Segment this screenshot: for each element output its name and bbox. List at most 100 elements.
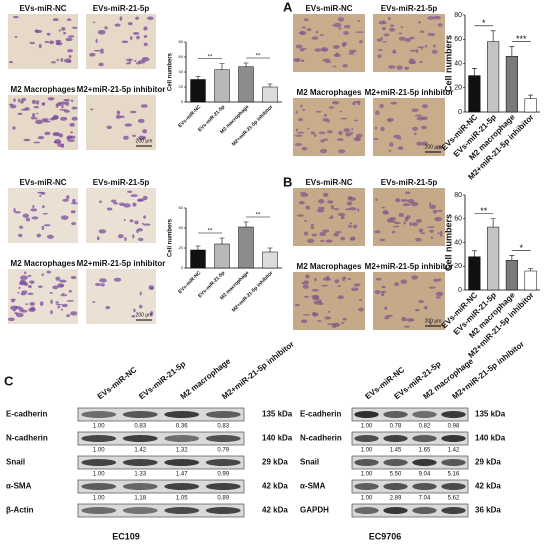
cell — [373, 138, 379, 141]
cell — [374, 110, 380, 116]
cell — [137, 237, 144, 242]
cell — [403, 221, 406, 225]
cell — [314, 277, 317, 282]
band-quantification: 1.00 — [361, 496, 373, 502]
bar — [190, 249, 206, 269]
cell — [98, 62, 104, 67]
cell — [395, 198, 401, 203]
cell — [300, 319, 308, 324]
cell — [67, 139, 76, 142]
cell — [46, 234, 54, 239]
cell — [340, 236, 346, 241]
band — [81, 459, 117, 466]
cell — [315, 30, 319, 34]
cell — [340, 322, 345, 324]
band-quantification: 1.00 — [93, 448, 105, 454]
cell — [89, 52, 96, 57]
cell — [388, 149, 392, 152]
cell — [93, 49, 102, 52]
band — [81, 507, 117, 514]
bar — [214, 243, 230, 269]
cell — [30, 208, 38, 212]
band — [383, 435, 408, 442]
cell — [300, 104, 303, 108]
cell — [303, 18, 309, 22]
band-quantification: 5.62 — [448, 496, 460, 502]
cell — [378, 20, 385, 25]
cell — [143, 26, 148, 31]
band — [441, 459, 466, 466]
panel-label: A — [283, 0, 293, 14]
cell — [18, 233, 23, 238]
cell — [313, 133, 317, 138]
cell — [71, 106, 78, 110]
y-tick-label: 60 — [454, 216, 462, 223]
cell — [357, 208, 360, 212]
cell — [348, 197, 357, 201]
cell — [311, 233, 317, 237]
band — [441, 483, 466, 490]
image-label: EVs-miR-NC — [305, 178, 352, 187]
significance-label: ** — [480, 206, 488, 216]
cell — [293, 57, 301, 62]
cell — [70, 311, 78, 316]
band — [122, 507, 158, 514]
cell — [341, 41, 348, 46]
cell — [65, 101, 70, 106]
y-tick-label: 20 — [179, 245, 184, 250]
y-tick-label: 40 — [454, 60, 462, 67]
blot-strip — [351, 479, 469, 494]
cell — [70, 131, 74, 134]
panel-label: C — [4, 373, 14, 388]
cell — [137, 118, 145, 123]
cell — [123, 135, 129, 140]
cell — [429, 229, 434, 233]
cell — [383, 33, 390, 37]
cell — [337, 17, 345, 22]
band — [122, 459, 158, 466]
band-quantification: 0.78 — [390, 424, 402, 430]
cell — [340, 215, 345, 220]
cell — [353, 119, 358, 122]
cell — [130, 110, 137, 114]
band-quantification: 9.04 — [419, 472, 431, 478]
cell — [115, 114, 122, 119]
molecular-weight: 29 kDa — [262, 458, 288, 467]
cell — [49, 117, 56, 121]
x-tick-label: M2+miR-21-5p inhibitor — [231, 104, 274, 147]
cell — [71, 116, 78, 121]
cell — [37, 285, 43, 289]
cell — [58, 101, 67, 105]
cell — [136, 35, 140, 40]
cell — [143, 42, 148, 47]
cell — [143, 223, 151, 226]
cell — [14, 36, 18, 38]
cell — [33, 106, 40, 109]
cell — [14, 211, 21, 214]
cell — [388, 27, 396, 32]
band — [383, 459, 408, 466]
bar — [468, 75, 481, 113]
cell — [387, 17, 391, 21]
cell — [374, 290, 381, 295]
error-bar — [243, 62, 249, 67]
y-tick-label: 60 — [179, 54, 184, 59]
cell — [310, 131, 315, 135]
cell — [39, 301, 44, 306]
cell — [392, 225, 400, 228]
cell — [319, 302, 324, 306]
scale-bar-label: 200 μm — [136, 138, 153, 144]
band — [354, 435, 379, 442]
x-tick-label: M2+miR-21-5p inhibitor — [231, 270, 274, 313]
cell — [132, 134, 136, 137]
cell — [428, 286, 436, 289]
cell — [29, 41, 36, 45]
micrograph — [373, 98, 445, 156]
cell — [44, 40, 50, 44]
cell — [94, 282, 101, 287]
cell — [351, 287, 359, 292]
cell — [32, 204, 35, 209]
cell — [415, 308, 420, 312]
cell — [300, 48, 307, 51]
cell — [432, 209, 438, 214]
